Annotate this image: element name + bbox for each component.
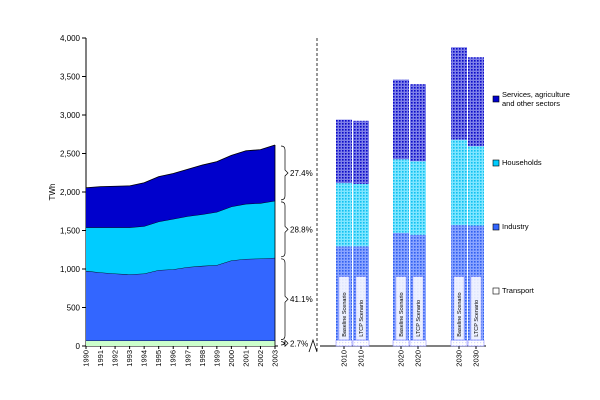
legend-swatch (492, 159, 500, 167)
projection-year-label: 2030 (472, 350, 481, 367)
legend-swatch (492, 95, 500, 103)
share-label: 27.4% (290, 169, 313, 178)
historical-areas (85, 144, 276, 346)
bar-segment-transport (352, 339, 370, 347)
x-tick-label: 2000 (227, 350, 236, 367)
y-tick-label: 0 (76, 342, 81, 351)
y-tick-label: 1,500 (60, 227, 81, 236)
bar-segment-transport (409, 339, 427, 347)
scenario-note-box (395, 276, 407, 341)
bar-segment-transport (450, 339, 468, 347)
scenario-note-box (453, 276, 465, 341)
x-tick-label: 1993 (125, 350, 134, 367)
x-tick-label: 2001 (241, 350, 250, 367)
bar-segment-services (468, 57, 484, 147)
area-industry (86, 257, 275, 341)
x-tick-label: 1996 (169, 350, 178, 367)
x-tick-label: 1997 (183, 350, 192, 367)
area-transport (86, 340, 275, 346)
x-tick-label: 1999 (212, 350, 221, 367)
x-tick-label: 1990 (82, 350, 91, 367)
share-label: 28.8% (290, 225, 313, 234)
bar-segment-households (468, 146, 484, 226)
x-tick-label: 1995 (154, 350, 163, 367)
x-tick-label: 1994 (140, 350, 149, 367)
bar-segment-transport (467, 339, 485, 347)
bar-segment-transport (392, 339, 410, 347)
scenario-note-box (412, 276, 424, 341)
legend: Services, agriculture and other sectors Ho… (492, 90, 570, 295)
bar-segment-households (336, 183, 352, 247)
scenario-note-box (338, 276, 350, 341)
bar-segment-services (353, 120, 369, 184)
legend-label: Industry (502, 222, 529, 231)
share-brace (280, 339, 289, 348)
y-tick-label: 4,000 (60, 34, 81, 43)
projection-year-label: 2010 (340, 350, 349, 367)
area-top-line (85, 144, 276, 189)
share-brace (280, 201, 289, 258)
labels: 2.7% 41.1% 28.8% 27.4% (280, 145, 313, 348)
scenario-note: Baseline Scenario (399, 292, 405, 336)
bar-segment-households (353, 183, 369, 247)
scenario-note: Baseline Scenario (342, 292, 348, 336)
share-label: 2.7% (290, 339, 308, 348)
x-tick-label: 1992 (111, 350, 120, 367)
area-services-agriculture-and-other-sectors (86, 145, 275, 228)
y-tick-label: 3,500 (60, 73, 81, 82)
bar-segment-households (393, 159, 409, 233)
scenario-note: LTCP Scenario (416, 300, 422, 337)
area-households (86, 200, 275, 275)
legend-swatch (492, 223, 500, 231)
share-label: 41.1% (290, 295, 313, 304)
scenario-note: LTCP Scenario (359, 300, 365, 337)
y-tick-label: 1,000 (60, 265, 81, 274)
x-tick-label: 1991 (96, 350, 105, 367)
x-tick-label: 2003 (271, 350, 280, 367)
y-tick-label: 3,000 (60, 111, 81, 120)
projection-bars: Baseline Scenario LTCP Scenario Baseline S… (335, 47, 485, 347)
bar-segment-households (451, 139, 467, 226)
axis-break-mark (308, 338, 318, 353)
legend-swatch (492, 287, 500, 295)
x-tick-label: 1998 (198, 350, 207, 367)
bar-segment-services (393, 79, 409, 160)
projection-year-label: 2020 (414, 350, 423, 367)
legend-label: Households (502, 158, 542, 167)
bar-segment-transport (335, 339, 353, 347)
share-brace (280, 258, 289, 340)
y-tick-label: 500 (67, 304, 81, 313)
legend-label: Transport (502, 286, 535, 295)
y-tick-label: 2,000 (60, 188, 81, 197)
x-tick-label: 2002 (256, 350, 265, 367)
scenario-note: Baseline Scenario (457, 292, 463, 336)
share-brace (280, 145, 289, 201)
bar-segment-services (410, 84, 426, 162)
y-axis-label: TWh (48, 184, 57, 201)
projection-year-label: 2020 (397, 350, 406, 367)
bar-segment-households (410, 161, 426, 235)
bar-segment-services (336, 119, 352, 184)
y-tick-label: 2,500 (60, 150, 81, 159)
scenario-note-box (355, 276, 367, 341)
scenario-note-box (470, 276, 482, 341)
bar-segment-services (451, 47, 467, 140)
projection-year-label: 2010 (357, 350, 366, 367)
scenario-note: LTCP Scenario (474, 300, 480, 337)
projection-year-label: 2030 (455, 350, 464, 367)
legend-label: Services, agriculture and other sectors (502, 90, 570, 108)
